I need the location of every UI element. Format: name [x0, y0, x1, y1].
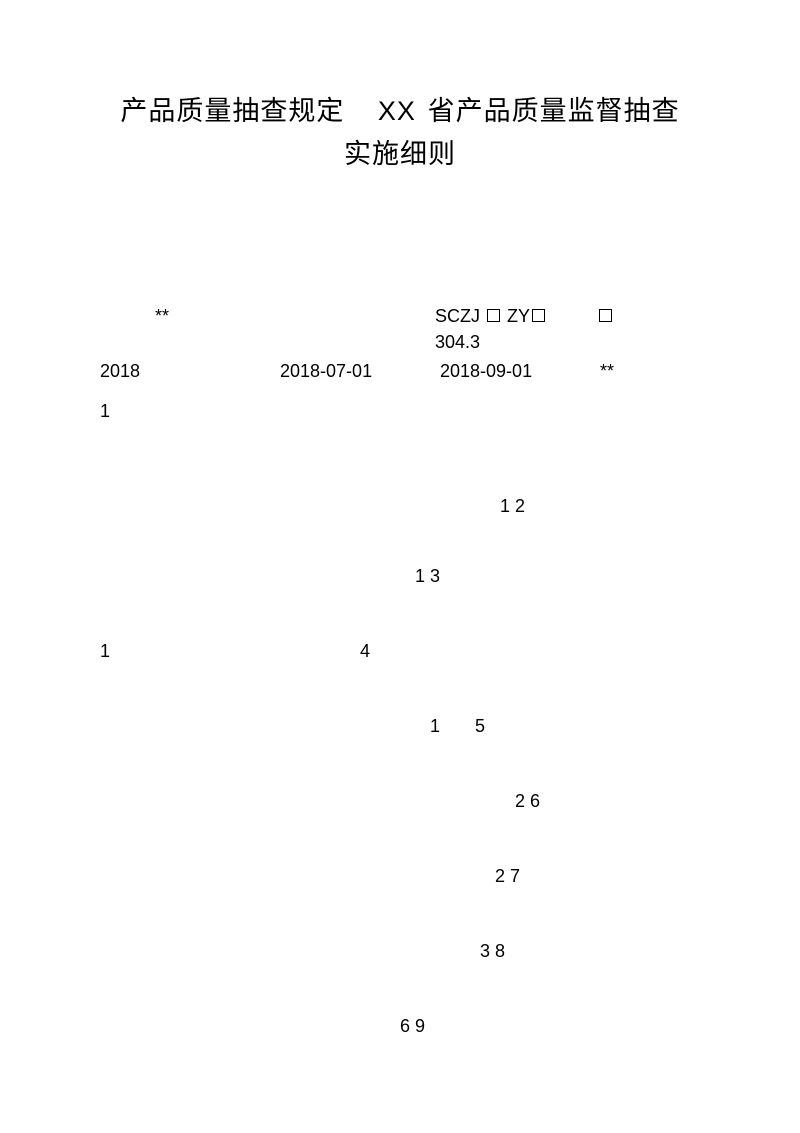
doc-code: SCZJ ZY — [435, 306, 614, 327]
item-69: 6 9 — [400, 1016, 425, 1037]
date-2: 2018-09-01 — [440, 361, 532, 382]
code-prefix: SCZJ — [435, 306, 480, 326]
title-latin: XX — [378, 96, 416, 126]
item-4: 4 — [360, 641, 370, 662]
item-12: 1 2 — [500, 496, 525, 517]
date-1: 2018-07-01 — [280, 361, 372, 382]
checkbox-icon — [599, 309, 612, 322]
document-page: 产品质量抽查规定 XX 省产品质量监督抽查 实施细则 ** SCZJ ZY 30… — [0, 0, 800, 1133]
title-line-1: 产品质量抽查规定 XX 省产品质量监督抽查 — [100, 90, 700, 133]
item-38: 3 8 — [480, 941, 505, 962]
year: 2018 — [100, 361, 140, 382]
trail-asterisks: ** — [600, 361, 614, 382]
checkbox-icon — [487, 309, 500, 322]
item-1: 1 — [100, 401, 110, 422]
checkbox-icon — [532, 309, 545, 322]
title-block: 产品质量抽查规定 XX 省产品质量监督抽查 实施细则 — [100, 90, 700, 176]
item-1c: 1 — [430, 716, 440, 737]
item-27: 2 7 — [495, 866, 520, 887]
item-1b: 1 — [100, 641, 110, 662]
item-26: 2 6 — [515, 791, 540, 812]
title-part-b: 省产品质量监督抽查 — [428, 96, 680, 126]
title-part-a: 产品质量抽查规定 — [120, 96, 344, 126]
title-line-2: 实施细则 — [100, 133, 700, 176]
header-asterisks: ** — [155, 306, 169, 327]
code-mid: ZY — [507, 306, 530, 326]
item-13: 1 3 — [415, 566, 440, 587]
code-number: 304.3 — [435, 332, 480, 353]
item-5: 5 — [475, 716, 485, 737]
